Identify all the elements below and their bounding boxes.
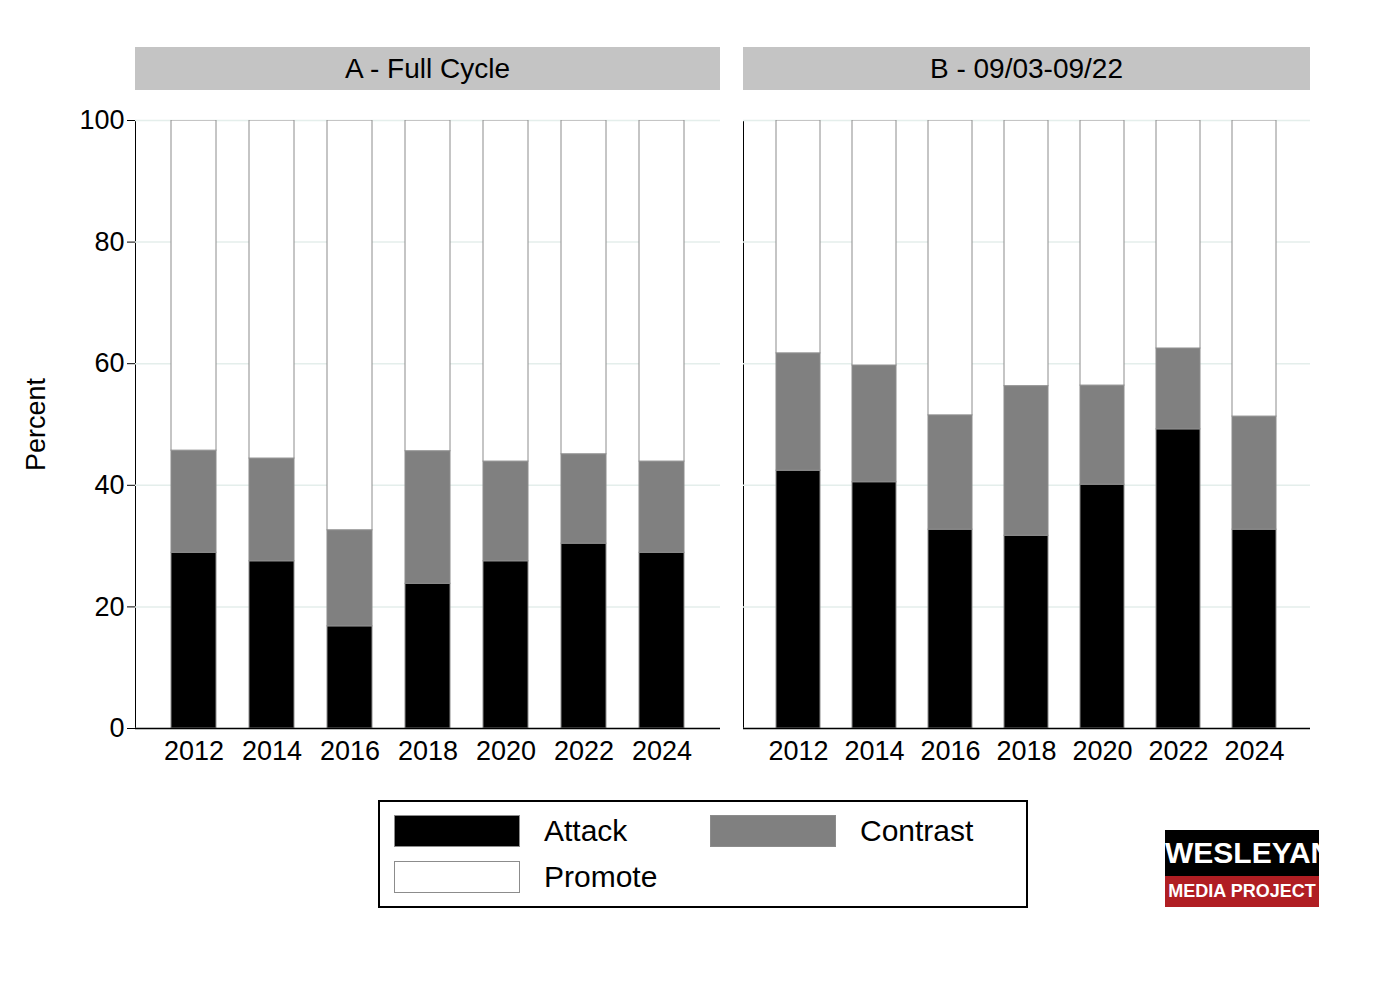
svg-text:40: 40 — [94, 470, 124, 500]
svg-text:2012: 2012 — [164, 736, 224, 766]
svg-text:2022: 2022 — [554, 736, 614, 766]
svg-text:2016: 2016 — [920, 736, 980, 766]
html-text:Attack: Attack — [544, 814, 628, 847]
svg-text:2012: 2012 — [768, 736, 828, 766]
svg-text:80: 80 — [94, 227, 124, 257]
svg-text:60: 60 — [94, 348, 124, 378]
svg-text:2024: 2024 — [632, 736, 692, 766]
html-text:B - 09/03-09/22: B - 09/03-09/22 — [930, 52, 1123, 84]
svg-text:2014: 2014 — [844, 736, 904, 766]
svg-text:2020: 2020 — [1072, 736, 1132, 766]
svg-text:Percent: Percent — [21, 377, 51, 471]
svg-text:2014: 2014 — [242, 736, 302, 766]
svg-text:2020: 2020 — [476, 736, 536, 766]
html-text:Promote: Promote — [544, 860, 658, 893]
svg-text:0: 0 — [109, 713, 124, 743]
svg-text:2018: 2018 — [996, 736, 1056, 766]
html-text:A - Full Cycle: A - Full Cycle — [345, 52, 510, 84]
svg-text:20: 20 — [94, 592, 124, 622]
svg-text:2022: 2022 — [1148, 736, 1208, 766]
svg-text:2024: 2024 — [1224, 736, 1284, 766]
svg-text:2018: 2018 — [398, 736, 458, 766]
html-text:WESLEYAN: WESLEYAN — [1165, 836, 1333, 869]
html-text:Contrast: Contrast — [860, 814, 974, 847]
html-text:MEDIA PROJECT: MEDIA PROJECT — [1168, 881, 1316, 901]
svg-text:2016: 2016 — [320, 736, 380, 766]
svg-text:100: 100 — [79, 105, 124, 135]
